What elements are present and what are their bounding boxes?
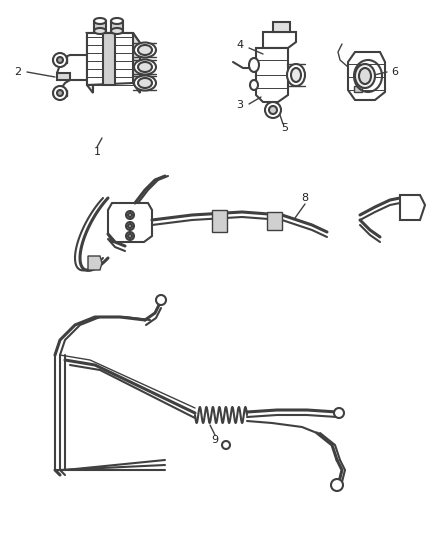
Text: 2: 2	[14, 67, 21, 77]
Polygon shape	[87, 33, 93, 93]
Ellipse shape	[355, 64, 375, 88]
Circle shape	[53, 53, 67, 67]
Circle shape	[57, 57, 63, 63]
Circle shape	[222, 441, 230, 449]
Polygon shape	[267, 212, 282, 230]
Ellipse shape	[287, 64, 305, 86]
Polygon shape	[53, 57, 67, 63]
Polygon shape	[88, 256, 102, 270]
Polygon shape	[263, 32, 296, 48]
Text: 6: 6	[392, 67, 399, 77]
Ellipse shape	[359, 68, 371, 84]
Text: 4: 4	[237, 40, 244, 50]
Circle shape	[128, 224, 132, 228]
Text: 9: 9	[212, 435, 219, 445]
Circle shape	[126, 232, 134, 240]
Polygon shape	[400, 195, 425, 220]
Ellipse shape	[291, 68, 301, 82]
Polygon shape	[87, 33, 140, 43]
Circle shape	[269, 106, 277, 114]
Ellipse shape	[138, 62, 152, 72]
Circle shape	[126, 222, 134, 230]
Polygon shape	[273, 22, 290, 32]
Ellipse shape	[138, 45, 152, 55]
Polygon shape	[108, 203, 152, 242]
Ellipse shape	[94, 28, 106, 34]
Circle shape	[128, 213, 132, 217]
Polygon shape	[103, 33, 115, 85]
Ellipse shape	[249, 58, 259, 72]
Polygon shape	[256, 48, 288, 102]
Polygon shape	[348, 52, 385, 100]
Ellipse shape	[134, 60, 156, 75]
Polygon shape	[133, 33, 140, 93]
Circle shape	[128, 234, 132, 238]
Ellipse shape	[138, 78, 152, 88]
Polygon shape	[57, 73, 70, 80]
Ellipse shape	[111, 18, 123, 24]
Polygon shape	[53, 90, 67, 96]
Polygon shape	[111, 21, 123, 31]
Ellipse shape	[250, 80, 258, 90]
Circle shape	[331, 479, 343, 491]
Circle shape	[53, 86, 67, 100]
Circle shape	[334, 408, 344, 418]
Polygon shape	[354, 86, 362, 92]
Polygon shape	[94, 21, 106, 31]
Text: 3: 3	[237, 100, 244, 110]
Ellipse shape	[94, 18, 106, 24]
Ellipse shape	[134, 43, 156, 58]
Circle shape	[156, 295, 166, 305]
Ellipse shape	[111, 28, 123, 34]
Circle shape	[265, 102, 281, 118]
Text: 5: 5	[282, 123, 289, 133]
Ellipse shape	[134, 76, 156, 91]
Text: 8: 8	[301, 193, 308, 203]
Circle shape	[57, 90, 63, 96]
Circle shape	[126, 211, 134, 219]
Polygon shape	[212, 210, 227, 232]
Polygon shape	[87, 33, 133, 85]
Text: 1: 1	[93, 147, 100, 157]
